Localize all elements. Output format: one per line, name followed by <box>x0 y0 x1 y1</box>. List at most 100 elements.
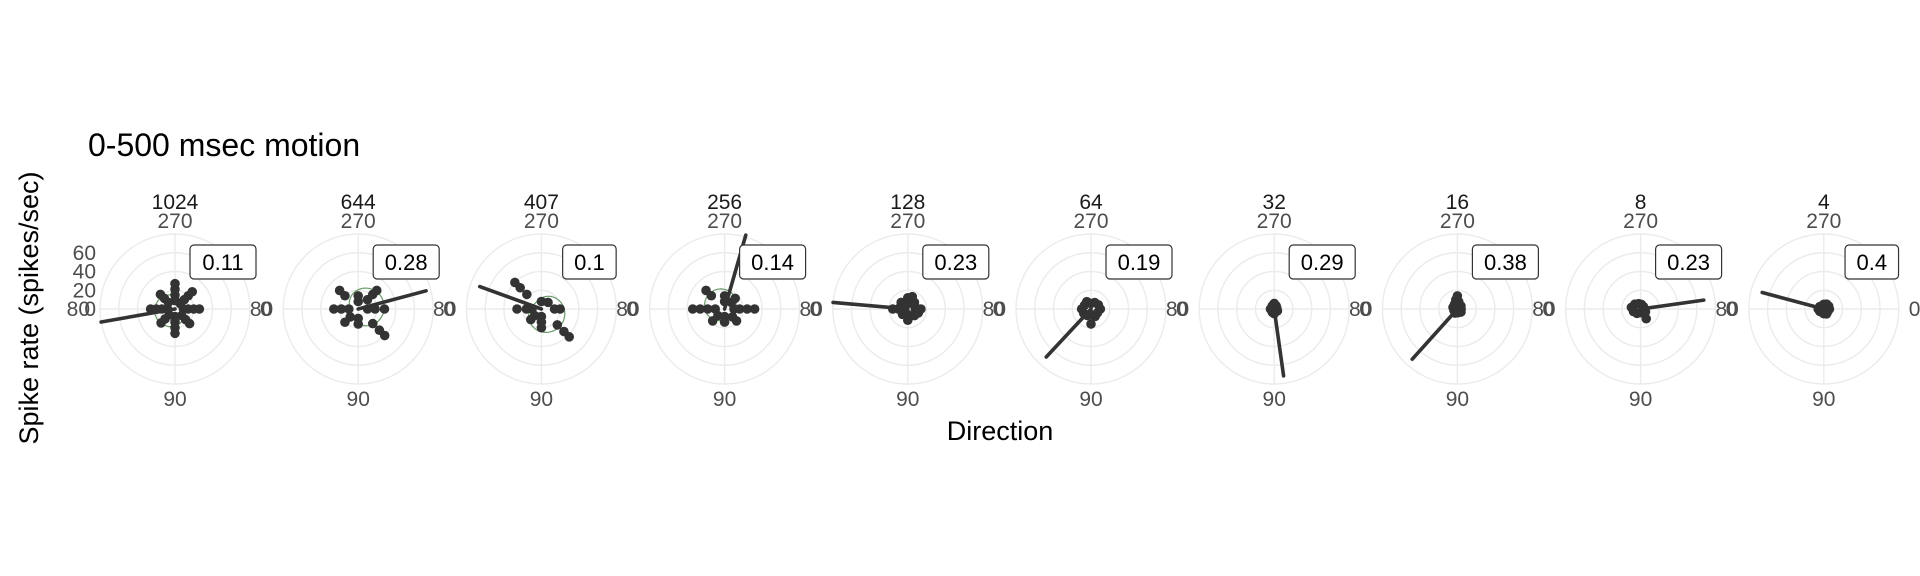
facet-panel: 64 0 90 80 270 0.19 <box>983 191 1188 411</box>
data-point <box>521 304 532 314</box>
direction-tick-label: 270 <box>1440 210 1475 233</box>
direction-tick-label: 0 <box>260 298 272 321</box>
value-label: 0.23 <box>1667 250 1710 275</box>
facet-panel: 128 0 90 80 270 0.23 <box>799 191 1004 411</box>
facet-panel: 256 0 90 80 270 0.14 <box>616 191 821 411</box>
data-point <box>353 319 364 329</box>
direction-tick-label: 270 <box>1257 210 1292 233</box>
direction-tick-label: 0 <box>1176 298 1188 321</box>
data-point <box>702 304 713 314</box>
data-point <box>742 304 752 314</box>
facet-label: 32 <box>1263 191 1286 214</box>
facet-panel: 16 0 90 80 270 0.38 <box>1349 191 1554 411</box>
mean-vector-line <box>1044 307 1093 359</box>
rate-tick-label: 0 <box>84 298 96 321</box>
mean-vector-line <box>1760 290 1826 311</box>
mean-vector-line <box>831 300 910 311</box>
value-label-box <box>1654 244 1723 280</box>
value-label: 0.23 <box>934 250 977 275</box>
data-point <box>155 289 166 300</box>
data-point <box>1086 319 1096 329</box>
facet-label: 256 <box>707 191 742 214</box>
data-point <box>695 304 706 314</box>
data-point <box>701 285 711 296</box>
direction-tick-label: 80 <box>433 298 456 321</box>
mean-vector-line <box>477 284 544 311</box>
direction-tick-label: 80 <box>250 298 273 321</box>
data-point <box>353 291 364 301</box>
mean-vector-line <box>1638 298 1706 311</box>
direction-tick-label: 270 <box>707 210 742 233</box>
direction-tick-label: 90 <box>1812 388 1835 411</box>
facet-label: 64 <box>1079 191 1103 214</box>
data-point <box>707 316 718 326</box>
value-label-box <box>1105 244 1173 280</box>
value-label: 0.38 <box>1484 250 1527 275</box>
facet-label: 128 <box>890 191 925 214</box>
data-point <box>1823 301 1834 311</box>
data-point <box>543 297 553 308</box>
direction-tick-label: 270 <box>157 210 192 233</box>
facet-label: 8 <box>1635 191 1647 214</box>
direction-tick-label: 90 <box>896 388 919 411</box>
y-axis-title: Spike rate (spikes/sec) <box>14 171 44 444</box>
mean-vector-line <box>1272 307 1286 378</box>
direction-tick-label: 0 <box>626 298 638 321</box>
data-point <box>329 304 339 314</box>
direction-tick-label: 80 <box>67 298 90 321</box>
direction-tick-label: 270 <box>341 210 376 233</box>
data-point <box>170 328 180 339</box>
direction-tick-label: 80 <box>1349 298 1372 321</box>
direction-tick-label: 270 <box>1073 210 1108 233</box>
mean-vector-line <box>1410 307 1460 361</box>
data-point <box>525 314 536 325</box>
facet-label: 407 <box>524 191 559 214</box>
data-point <box>340 317 350 328</box>
data-point <box>710 304 721 314</box>
direction-tick-label: 0 <box>1542 298 1554 321</box>
direction-tick-label: 90 <box>163 388 186 411</box>
data-point <box>510 277 520 288</box>
data-point <box>564 332 575 342</box>
direction-tick-label: 270 <box>1806 210 1841 233</box>
data-point <box>379 330 390 341</box>
data-point <box>184 318 195 329</box>
direction-tick-label: 0 <box>443 298 455 321</box>
data-point <box>909 301 920 311</box>
data-point <box>334 285 345 296</box>
facet-panel: 32 0 90 80 270 0.29 <box>1166 191 1371 411</box>
data-point <box>379 304 390 314</box>
value-label: 0.19 <box>1118 250 1161 275</box>
value-label: 0.29 <box>1301 250 1344 275</box>
data-point <box>156 318 166 328</box>
direction-tick-label: 270 <box>524 210 559 233</box>
value-label: 0.28 <box>385 250 428 275</box>
value-label-box <box>372 244 440 280</box>
direction-tick-label: 80 <box>1532 298 1555 321</box>
value-label-box <box>738 244 807 280</box>
facet-label: 4 <box>1818 191 1830 214</box>
data-point <box>731 316 742 326</box>
direction-tick-label: 90 <box>1263 388 1286 411</box>
data-point <box>187 286 198 297</box>
value-label-box <box>189 244 257 280</box>
direction-tick-label: 270 <box>1623 210 1658 233</box>
data-point <box>730 293 741 304</box>
direction-tick-label: 0 <box>810 298 822 321</box>
direction-tick-label: 0 <box>1909 298 1920 321</box>
direction-tick-label: 0 <box>1359 298 1371 321</box>
data-point <box>170 278 180 289</box>
data-point <box>344 304 354 314</box>
direction-tick-label: 90 <box>1629 388 1652 411</box>
data-point <box>522 289 532 300</box>
mean-vector-line <box>356 289 428 311</box>
value-label-box <box>1844 244 1900 280</box>
data-point <box>536 322 547 333</box>
rate-tick-label: 60 <box>73 242 96 265</box>
facet-label: 644 <box>341 191 376 214</box>
rate-tick-label: 20 <box>73 279 96 302</box>
